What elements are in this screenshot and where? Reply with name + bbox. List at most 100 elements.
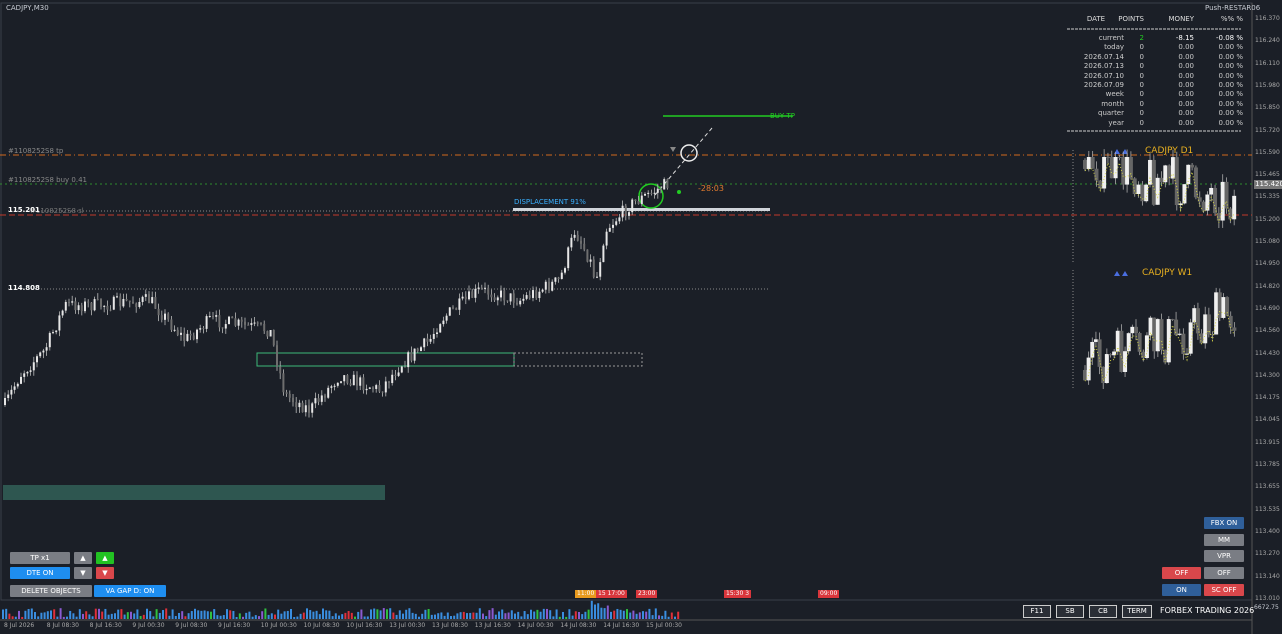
candle-body: [189, 333, 192, 336]
sell-button[interactable]: ▼: [96, 567, 114, 579]
candle-body: [20, 376, 22, 384]
price-tick-label: 115.465: [1255, 171, 1280, 179]
candle-body: [349, 383, 352, 386]
candle-body: [148, 294, 150, 304]
session-tag: 11:00: [575, 590, 597, 598]
mm-button[interactable]: MM: [1204, 534, 1244, 546]
up-button[interactable]: ▲: [74, 552, 92, 564]
candle-body: [218, 315, 221, 328]
dte-button[interactable]: DTE ON: [10, 567, 70, 579]
table-cell: 0: [1139, 118, 1144, 127]
table-cell: quarter: [1098, 109, 1124, 118]
mini-body: [1224, 181, 1229, 209]
volume-bar: [248, 611, 251, 619]
volume-bar: [443, 615, 446, 619]
indicator-value: 6672.75: [1254, 604, 1279, 611]
mini-body: [1109, 157, 1114, 179]
fbx-button[interactable]: FBX ON: [1204, 517, 1244, 529]
buy-tp-label: BUY TP: [770, 112, 795, 120]
volume-bar: [408, 608, 411, 619]
off-button[interactable]: OFF: [1162, 567, 1201, 579]
volume-bar: [472, 612, 475, 619]
table-header: %% %: [1220, 15, 1243, 23]
volume-bar: [40, 612, 43, 619]
volume-bar: [677, 611, 680, 619]
table-cell: 0.00 %: [1218, 52, 1243, 61]
time-tick-label: 15 Jul 00:30: [646, 622, 682, 629]
price-tick-label: 113.785: [1255, 461, 1280, 468]
volume-bar: [635, 613, 638, 619]
candle-body: [525, 295, 528, 299]
candle-body: [157, 308, 160, 316]
delete-button[interactable]: DELETE OBJECTS: [10, 585, 92, 597]
down-button[interactable]: ▼: [74, 567, 92, 579]
candle-body: [112, 296, 115, 310]
time-tick-label: 14 Jul 16:30: [603, 622, 640, 629]
off-button[interactable]: OFF: [1204, 567, 1244, 579]
candle-body: [432, 333, 435, 339]
volume-bar: [533, 611, 536, 619]
candle-body: [173, 329, 176, 331]
volume-bar: [536, 609, 539, 619]
volume-bar: [142, 614, 145, 619]
candle-body: [186, 333, 189, 341]
va-gap-button[interactable]: VA GAP D: ON: [94, 585, 166, 597]
volume-bar: [62, 616, 65, 619]
session-tag: 15 17:00: [596, 590, 627, 598]
candle-body: [247, 324, 250, 326]
sc-button[interactable]: SC OFF: [1204, 584, 1244, 596]
candle-body: [458, 298, 461, 310]
candle-body: [205, 316, 208, 329]
candle-body: [311, 403, 314, 413]
footer-button[interactable]: CB: [1089, 605, 1117, 618]
volume-bar: [386, 609, 388, 619]
volume-bar: [603, 608, 606, 619]
volume-bar: [619, 609, 622, 619]
volume-bar: [114, 613, 116, 619]
table-cell: 2026.07.10: [1083, 71, 1124, 80]
mini-body: [1126, 333, 1131, 352]
volume-bar: [501, 609, 504, 619]
vpr-button[interactable]: VPR: [1204, 550, 1244, 562]
volume-bar: [395, 614, 398, 619]
table-header: DATE: [1086, 15, 1106, 23]
table-cell: 2026.07.14: [1083, 52, 1124, 61]
candle-body: [324, 395, 326, 398]
volume-bar: [98, 608, 100, 619]
table-cell: 0: [1139, 81, 1144, 89]
price-tick-label: 116.110: [1255, 59, 1280, 67]
footer-button[interactable]: TERM: [1122, 605, 1152, 618]
mini-body: [1098, 180, 1103, 189]
volume-bar: [190, 611, 193, 619]
candle-body: [116, 296, 118, 298]
volume-bar: [14, 616, 17, 619]
table-cell: 0.00: [1178, 90, 1194, 99]
volume-bar: [82, 613, 84, 619]
volume-bar: [658, 615, 660, 619]
volume-bar: [264, 608, 267, 619]
candle-body: [68, 301, 70, 303]
volume-bar: [117, 609, 120, 619]
candle-body: [589, 259, 592, 262]
footer-button[interactable]: SB: [1056, 605, 1084, 618]
table-cell: 0.00 %: [1218, 43, 1243, 52]
candle-body: [532, 290, 534, 298]
candle-body: [448, 307, 451, 316]
on-button[interactable]: ON: [1162, 584, 1201, 596]
candle-body: [548, 281, 550, 291]
tp-button[interactable]: TP x1: [10, 552, 70, 564]
volume-bar: [338, 615, 340, 619]
candle-body: [180, 332, 182, 335]
time-tick-label: 8 Jul 08:30: [46, 622, 79, 629]
va-gap-box: [256, 352, 515, 367]
volume-bar: [18, 610, 20, 619]
footer-button[interactable]: F11: [1023, 605, 1051, 618]
volume-bar: [549, 610, 552, 619]
candle-body: [314, 398, 317, 404]
buy-button[interactable]: ▲: [96, 552, 114, 564]
volume-bar: [347, 611, 350, 619]
table-cell: 0.00: [1178, 109, 1194, 118]
table-cell: current: [1098, 34, 1124, 42]
volume-bar: [616, 608, 619, 619]
volume-bar: [565, 616, 568, 619]
